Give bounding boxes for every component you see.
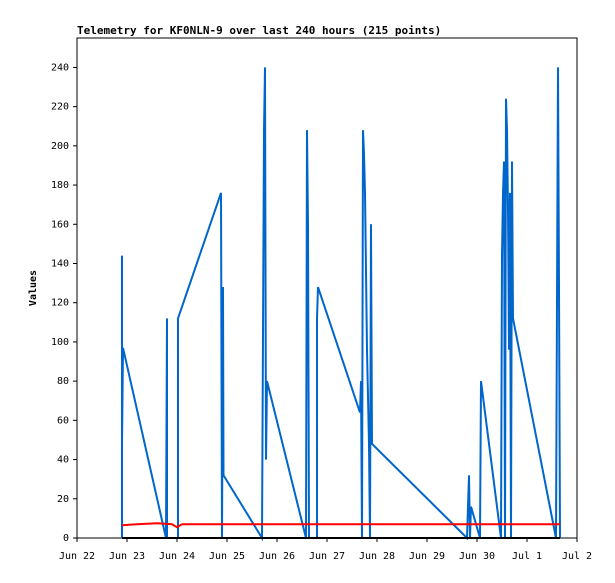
y-tick-label: 20 — [57, 494, 69, 505]
y-axis-label: Values — [28, 270, 39, 306]
x-tick-label: Jun 22 — [59, 551, 95, 562]
data-line — [121, 67, 561, 542]
y-tick-label: 180 — [51, 180, 69, 191]
y-tick-label: 160 — [51, 219, 69, 230]
x-tick-label: Jun 28 — [359, 551, 395, 562]
chart-title: Telemetry for KF0NLN-9 over last 240 hou… — [77, 24, 441, 37]
x-tick-label: Jul 1 — [512, 551, 542, 562]
y-tick-label: 40 — [57, 455, 69, 466]
x-tick-label: Jul 2 — [562, 551, 592, 562]
y-tick-label: 60 — [57, 415, 69, 426]
y-tick-label: 200 — [51, 141, 69, 152]
data-line — [121, 522, 560, 529]
y-tick-label: 220 — [51, 102, 69, 113]
y-tick-label: 140 — [51, 258, 69, 269]
y-tick-label: 0 — [63, 533, 69, 544]
y-tick-label: 80 — [57, 376, 69, 387]
y-tick-label: 100 — [51, 337, 69, 348]
x-tick-label: Jun 27 — [309, 551, 345, 562]
y-tick-label: 120 — [51, 298, 69, 309]
x-tick-label: Jun 30 — [459, 551, 495, 562]
x-tick-label: Jun 25 — [209, 551, 245, 562]
x-tick-label: Jun 26 — [259, 551, 295, 562]
x-tick-label: Jun 29 — [409, 551, 445, 562]
x-tick-label: Jun 24 — [159, 551, 195, 562]
y-tick-label: 240 — [51, 62, 69, 73]
x-tick-label: Jun 23 — [109, 551, 145, 562]
